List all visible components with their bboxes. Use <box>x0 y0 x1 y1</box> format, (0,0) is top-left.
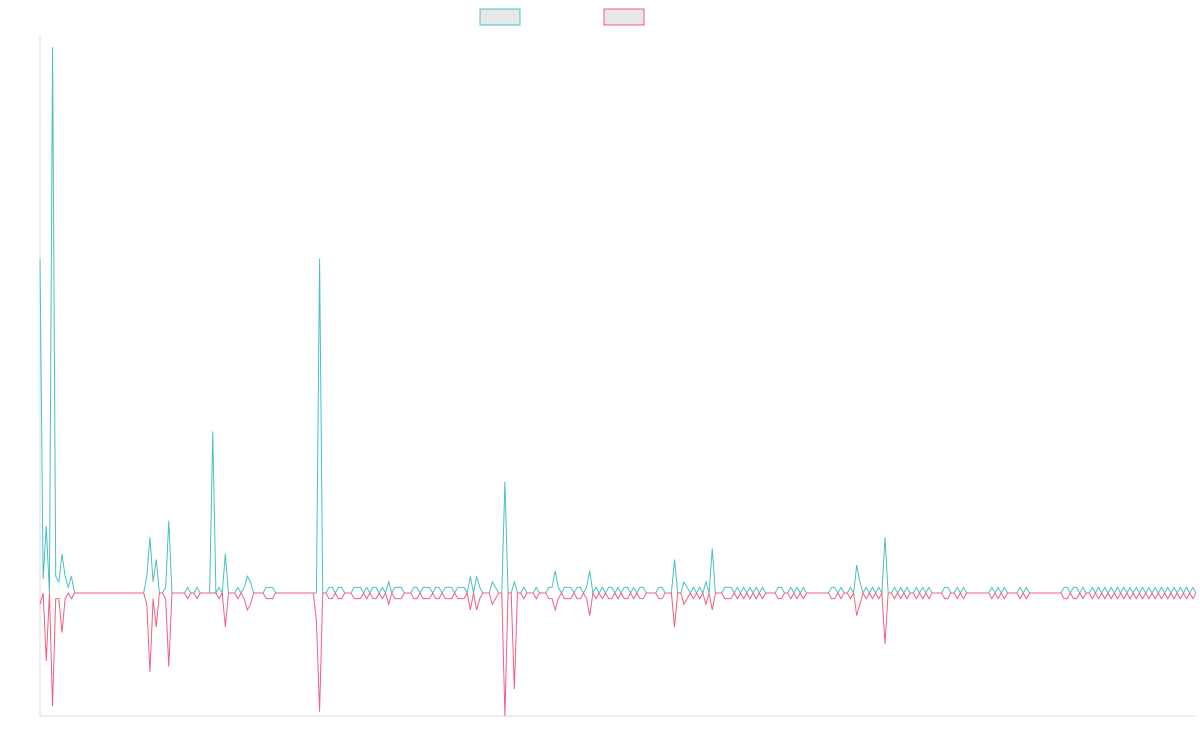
legend-swatch-series-1[interactable] <box>479 8 521 26</box>
series-1-line[interactable] <box>39 47 1197 595</box>
legend <box>479 8 645 26</box>
series-2-line[interactable] <box>39 591 1197 717</box>
series-group <box>39 47 1197 717</box>
legend-swatch-series-2[interactable] <box>603 8 645 26</box>
